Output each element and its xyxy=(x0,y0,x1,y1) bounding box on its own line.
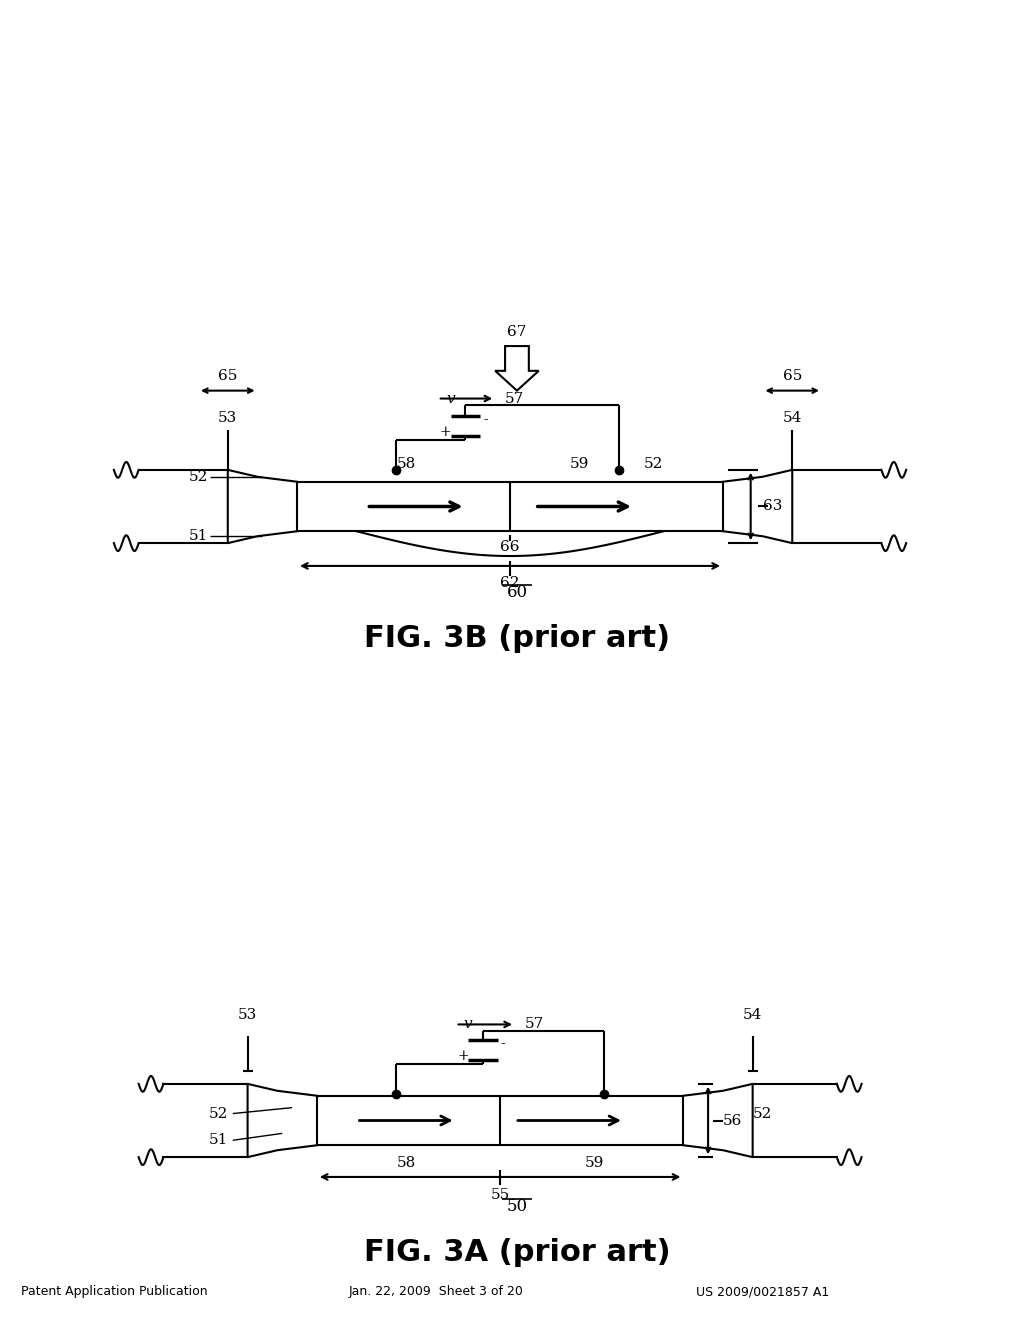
Text: 59: 59 xyxy=(585,1156,604,1170)
Text: 63: 63 xyxy=(763,499,782,513)
Text: 53: 53 xyxy=(238,1007,257,1022)
Text: v: v xyxy=(446,392,455,405)
Text: 57: 57 xyxy=(505,392,524,405)
Text: 58: 58 xyxy=(396,1156,416,1170)
Text: 67: 67 xyxy=(507,325,526,339)
Text: +: + xyxy=(458,1049,469,1063)
Text: 52: 52 xyxy=(209,1106,227,1121)
Text: 65: 65 xyxy=(782,368,802,383)
Text: 52: 52 xyxy=(644,457,664,471)
Text: 55: 55 xyxy=(490,1188,510,1201)
Text: 54: 54 xyxy=(743,1007,762,1022)
Text: 59: 59 xyxy=(569,457,589,471)
Text: FIG. 3B (prior art): FIG. 3B (prior art) xyxy=(364,624,670,652)
Text: FIG. 3A (prior art): FIG. 3A (prior art) xyxy=(364,1238,671,1267)
Text: 56: 56 xyxy=(723,1114,742,1127)
Text: 54: 54 xyxy=(782,412,802,425)
Text: 53: 53 xyxy=(218,412,238,425)
Text: 58: 58 xyxy=(396,457,416,471)
Text: 52: 52 xyxy=(188,470,208,484)
Text: -: - xyxy=(483,413,487,428)
Text: -: - xyxy=(501,1038,506,1051)
Polygon shape xyxy=(496,346,539,391)
Text: US 2009/0021857 A1: US 2009/0021857 A1 xyxy=(696,1286,829,1299)
Text: Patent Application Publication: Patent Application Publication xyxy=(20,1286,207,1299)
Text: 57: 57 xyxy=(525,1018,544,1031)
Text: +: + xyxy=(440,425,452,440)
Text: 65: 65 xyxy=(218,368,238,383)
Text: 51: 51 xyxy=(188,529,208,544)
Text: 51: 51 xyxy=(209,1134,227,1147)
Text: 66: 66 xyxy=(501,540,520,554)
Text: v: v xyxy=(463,1018,472,1031)
Text: 50: 50 xyxy=(507,1199,527,1216)
Text: 62: 62 xyxy=(501,576,520,590)
Text: 60: 60 xyxy=(507,585,527,601)
Text: 52: 52 xyxy=(753,1106,772,1121)
Text: Jan. 22, 2009  Sheet 3 of 20: Jan. 22, 2009 Sheet 3 of 20 xyxy=(348,1286,523,1299)
